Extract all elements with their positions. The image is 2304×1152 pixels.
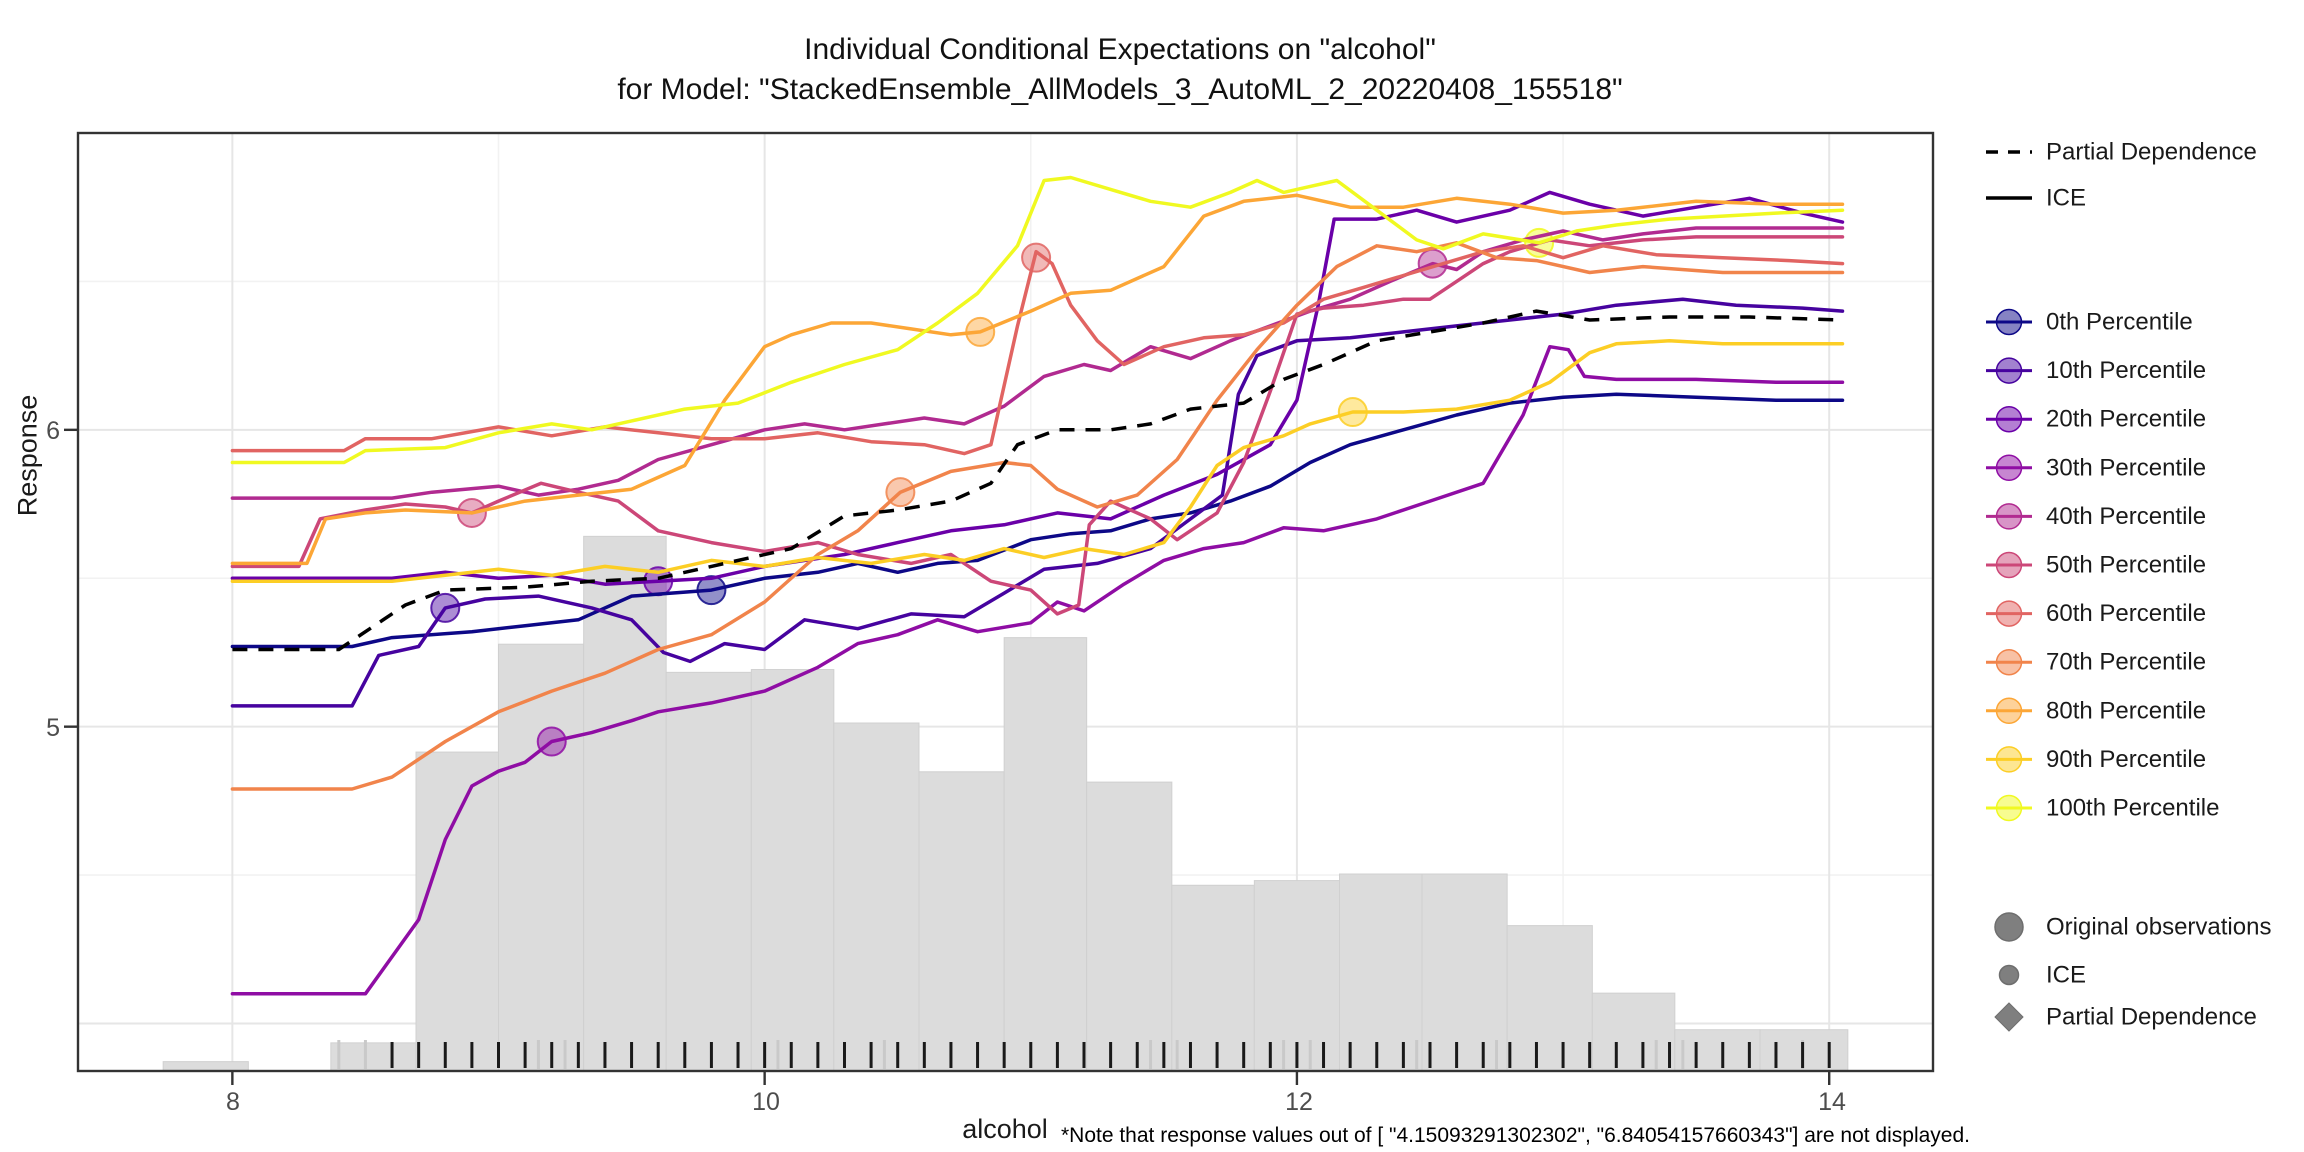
partial-dependence-line [232, 309, 1843, 652]
histogram-bar [498, 643, 585, 1071]
legend-percentile-label: 40th Percentile [2046, 503, 2206, 530]
legend-percentile-label: 0th Percentile [2046, 309, 2193, 336]
histogram-bar [833, 722, 920, 1071]
legend-percentile-label: 80th Percentile [2046, 697, 2206, 724]
histogram-bar [330, 1042, 417, 1071]
ice-line-20th [230, 190, 1845, 586]
panel-border [76, 131, 1935, 1073]
legend-shape-item-label: Original observations [2046, 914, 2271, 941]
ice-line-0th [230, 392, 1845, 649]
ice-line-100th [230, 175, 1845, 465]
y-tick-label-6: 6 [46, 417, 60, 445]
legend-percentile-swatch [1995, 503, 2023, 530]
histogram-bar [665, 671, 752, 1071]
legend-percentile-label: 100th Percentile [2046, 795, 2219, 822]
ice-lines [230, 175, 1845, 996]
legend-percentile-swatch [1995, 357, 2023, 384]
legend-percentile-label: 70th Percentile [2046, 649, 2206, 676]
legend-shape-item-label: ICE [2046, 962, 2086, 989]
legend-percentile-label: 20th Percentile [2046, 406, 2206, 433]
histogram-bar [1086, 781, 1173, 1071]
rug [337, 1040, 1831, 1069]
legend-percentile-swatch [1995, 454, 2023, 482]
legend-percentile-label: 60th Percentile [2046, 600, 2206, 627]
gridlines [78, 133, 1933, 1071]
legend-percentile-label: 10th Percentile [2046, 357, 2206, 384]
legend-shape-circle-large [1994, 912, 2024, 942]
ice-line-30th [230, 344, 1845, 996]
histogram-bar [1171, 884, 1255, 1071]
histogram-bar [918, 771, 1005, 1071]
chart-title-line1: Individual Conditional Expectations on "… [804, 33, 1436, 66]
axis-ticks [64, 428, 1831, 1085]
histogram-bar [1506, 925, 1593, 1071]
ice-line-40th [230, 226, 1845, 500]
legend-percentile-swatch [1995, 405, 2023, 433]
legend-shape-diamond-icon [1994, 1002, 2024, 1032]
histogram-bar [750, 669, 835, 1071]
ice-line-80th [230, 193, 1845, 566]
histogram-bar [415, 751, 500, 1071]
y-axis-label: Response [12, 394, 43, 517]
legend-percentile-swatch [1995, 600, 2023, 627]
histogram-bar [583, 535, 667, 1071]
x-tick-label-10: 10 [752, 1088, 780, 1116]
x-tick-label-8: 8 [226, 1088, 240, 1116]
y-tick-label-5: 5 [46, 714, 60, 742]
chart-title: Individual Conditional Expectations on "… [0, 30, 2240, 110]
histogram-bar [1003, 637, 1088, 1071]
ice-line-90th [230, 339, 1845, 583]
histogram-bar [1339, 873, 1423, 1071]
legend-percentile-swatch [1995, 551, 2023, 579]
x-axis-label: alcohol [962, 1114, 1048, 1144]
histogram-bar [1421, 873, 1508, 1071]
legend-line-item-label: ICE [2046, 185, 2086, 212]
histogram [162, 535, 1849, 1071]
x-tick-label-14: 14 [1818, 1088, 1846, 1116]
ice-line-50th [230, 235, 1845, 616]
legend-percentile-swatch [1995, 648, 2023, 676]
legend-percentile-swatch [1995, 746, 2023, 773]
ice-line-10th [230, 297, 1845, 708]
legend-percentile-swatch [1995, 794, 2023, 822]
ice-line-70th [230, 241, 1845, 791]
legend-percentile-label: 30th Percentile [2046, 454, 2206, 481]
legend-percentile-label: 50th Percentile [2046, 552, 2206, 579]
legend: Partial Dependence ICE 0th Percentile 10th … [1986, 139, 2271, 1032]
histogram-bar [1591, 992, 1676, 1071]
legend-line-item-label: Partial Dependence [2046, 139, 2257, 166]
chart-title-line2: for Model: "StackedEnsemble_AllModels_3_… [617, 73, 1623, 106]
x-tick-label-12: 12 [1285, 1088, 1313, 1116]
footnote: *Note that response values out of [ "4.1… [1060, 1124, 1970, 1147]
legend-shape-circle-small [1998, 964, 2020, 986]
legend-shape-item-label: Partial Dependence [2046, 1004, 2257, 1031]
histogram-bar [162, 1061, 249, 1071]
legend-percentile-swatch [1995, 697, 2023, 725]
legend-percentile-swatch [1995, 308, 2023, 336]
histogram-bar [1674, 1029, 1761, 1071]
legend-percentile-label: 90th Percentile [2046, 746, 2206, 773]
